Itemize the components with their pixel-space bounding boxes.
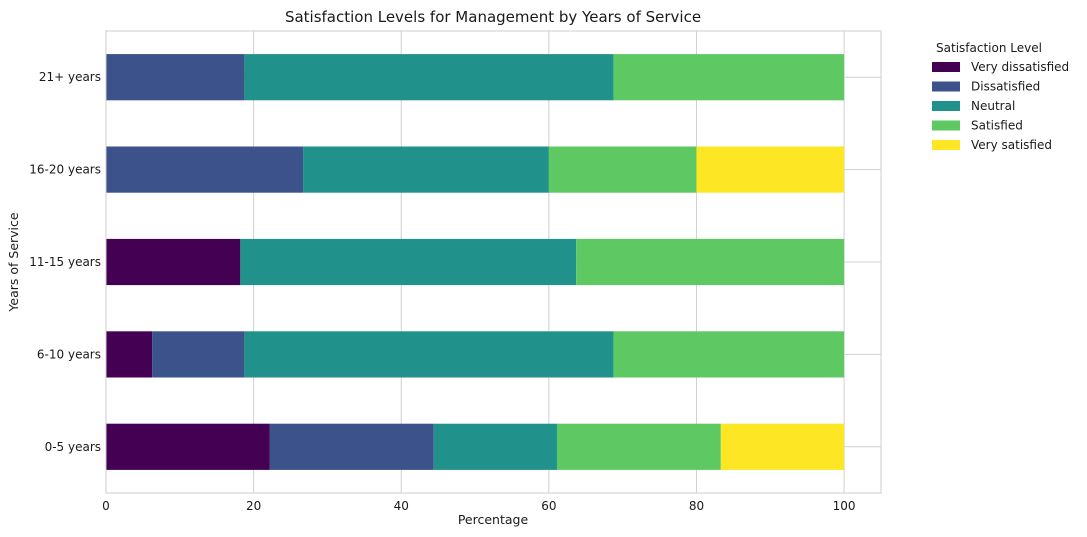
bar-segment	[152, 331, 245, 378]
y-axis-label: Years of Service	[6, 212, 21, 312]
x-tick-label: 20	[246, 499, 261, 513]
y-tick-label: 16-20 years	[29, 163, 101, 177]
y-tick-label: 21+ years	[39, 70, 101, 84]
bar-segment	[240, 238, 577, 286]
plot-area-frame	[105, 30, 882, 494]
legend-swatch	[932, 120, 960, 131]
bar-segment	[106, 146, 304, 193]
bar-segment	[244, 331, 614, 378]
bar-segment	[303, 146, 549, 193]
y-ticks: 0-5 years 6-10 years 11-15 years 16-20 year…	[29, 70, 101, 454]
y-tick-label: 6-10 years	[37, 347, 101, 361]
bars	[106, 54, 845, 470]
legend-label: Very dissatisfied	[971, 60, 1069, 74]
x-ticks: 0 20 40 60 80 100	[102, 499, 855, 513]
legend-label: Satisfied	[971, 119, 1023, 133]
x-tick-label: 100	[833, 499, 856, 513]
legend-label: Dissatisfied	[971, 80, 1040, 94]
bar-segment	[548, 146, 697, 193]
bar-segment	[106, 331, 153, 378]
legend-label: Neutral	[971, 99, 1015, 113]
x-tick-label: 0	[102, 499, 110, 513]
bar-segment	[106, 238, 241, 286]
x-axis-label: Percentage	[458, 512, 529, 527]
legend-swatch	[932, 140, 960, 150]
bar-segment	[720, 423, 845, 470]
bar-segment	[244, 54, 614, 101]
legend-label: Very satisfied	[971, 138, 1052, 152]
chart-title: Satisfaction Levels for Management by Ye…	[285, 8, 701, 26]
x-tick-label: 40	[394, 499, 409, 513]
y-tick-label: 11-15 years	[29, 255, 101, 269]
legend-swatch	[932, 101, 960, 111]
bar-segment	[106, 54, 245, 101]
legend: Satisfaction Level Very dissatisfied Diss…	[932, 41, 1069, 152]
legend-swatch	[932, 81, 960, 92]
bar-segment	[576, 238, 845, 286]
bar-segment	[556, 423, 721, 470]
x-tick-label: 80	[689, 499, 704, 513]
x-tick-label: 60	[541, 499, 556, 513]
bar-segment	[613, 54, 845, 101]
bar-segment	[433, 423, 557, 470]
bar-segment	[696, 146, 845, 193]
bar-segment	[106, 423, 270, 470]
legend-title: Satisfaction Level	[936, 41, 1042, 55]
bar-segment	[269, 423, 434, 470]
legend-swatch	[932, 62, 960, 72]
bar-segment	[613, 331, 845, 378]
y-tick-label: 0-5 years	[45, 440, 101, 454]
